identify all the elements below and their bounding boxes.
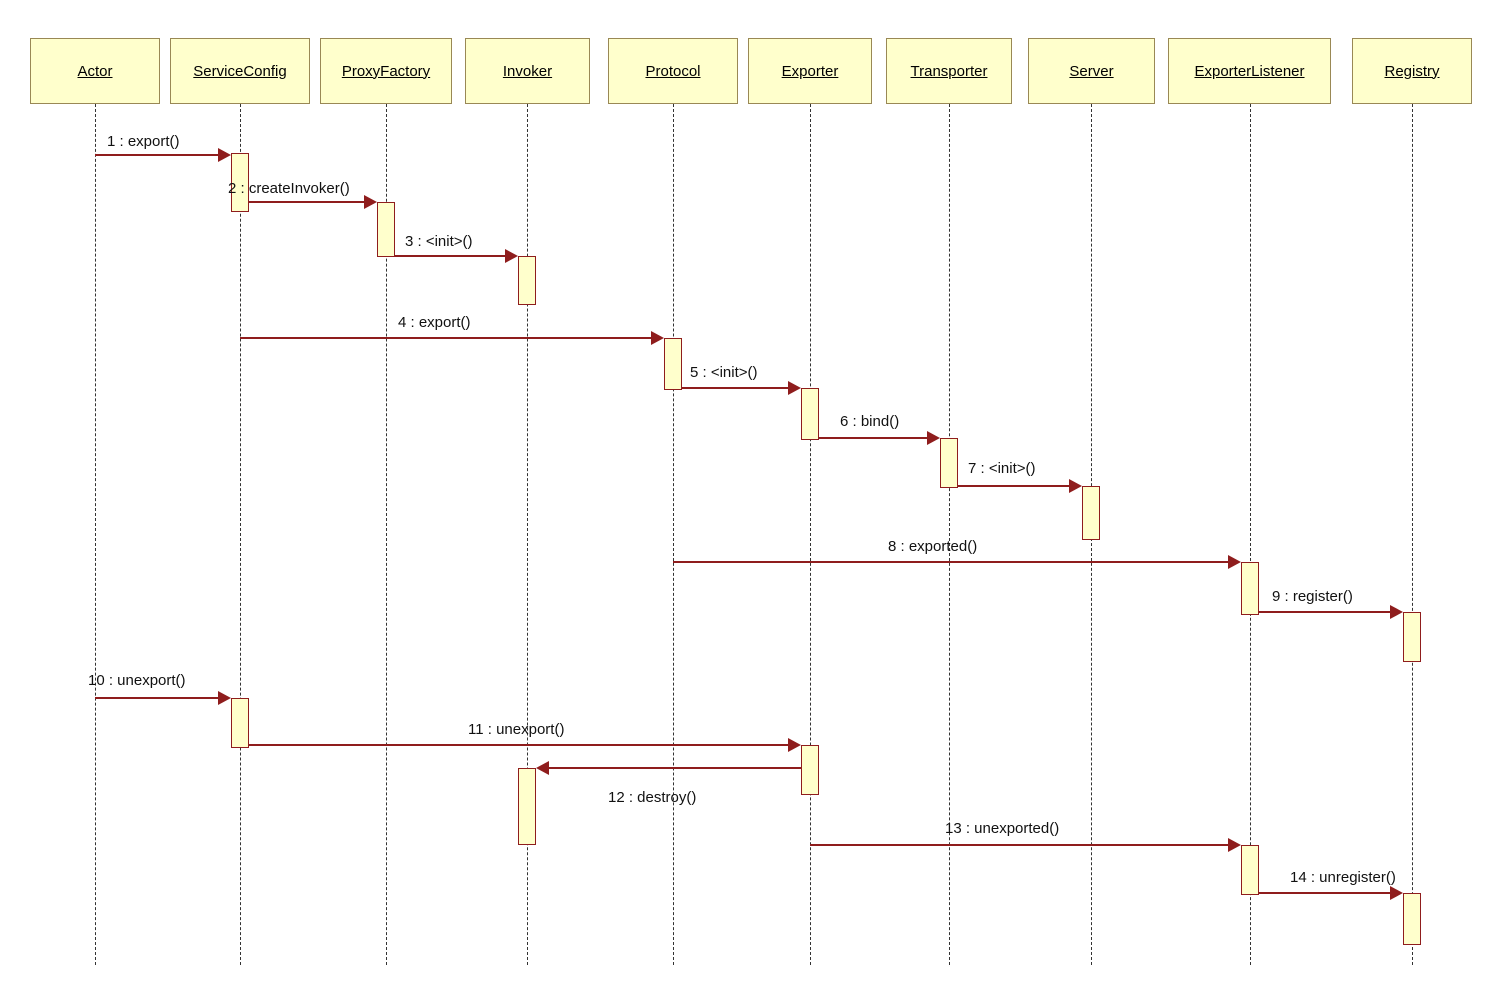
lifeline-registry — [1412, 104, 1413, 965]
participant-name: ProxyFactory — [341, 62, 431, 80]
message-arrowhead — [1069, 479, 1082, 493]
lifeline-serviceconfig — [240, 104, 241, 965]
participant-box-serviceconfig: ServiceConfig — [170, 38, 310, 104]
activation-bar — [518, 768, 536, 845]
message-arrowhead — [218, 148, 231, 162]
participant-name: Actor — [77, 62, 113, 80]
message-line — [819, 437, 929, 439]
message-line — [1259, 611, 1392, 613]
message-arrowhead — [788, 738, 801, 752]
message-label: 6 : bind() — [840, 413, 900, 430]
message-line — [95, 154, 220, 156]
participant-name: Exporter — [781, 62, 839, 80]
lifeline-protocol — [673, 104, 674, 965]
message-label: 10 : unexport() — [88, 672, 186, 689]
message-label: 7 : <init>() — [968, 460, 1036, 477]
message-label: 3 : <init>() — [405, 233, 473, 250]
participant-name: Server — [1069, 62, 1114, 80]
lifeline-actor — [95, 104, 96, 965]
lifeline-invoker — [527, 104, 528, 965]
message-label: 4 : export() — [398, 314, 471, 331]
participant-box-exporter: Exporter — [748, 38, 872, 104]
message-label: 8 : exported() — [888, 538, 978, 555]
participant-box-exporterlistener: ExporterListener — [1168, 38, 1331, 104]
message-label: 9 : register() — [1272, 588, 1353, 605]
message-arrowhead — [505, 249, 518, 263]
lifeline-transporter — [949, 104, 950, 965]
participant-box-protocol: Protocol — [608, 38, 738, 104]
message-line — [249, 744, 790, 746]
participant-name: Registry — [1384, 62, 1440, 80]
message-label: 14 : unregister() — [1290, 869, 1396, 886]
activation-bar — [231, 153, 249, 212]
message-line — [395, 255, 507, 257]
activation-bar — [377, 202, 395, 257]
message-arrowhead — [927, 431, 940, 445]
activation-bar — [801, 388, 819, 440]
message-arrowhead — [1228, 555, 1241, 569]
participant-name: Invoker — [502, 62, 553, 80]
message-arrowhead — [1390, 886, 1403, 900]
message-line — [547, 767, 801, 769]
message-line — [249, 201, 366, 203]
message-label: 12 : destroy() — [608, 789, 697, 806]
activation-bar — [518, 256, 536, 305]
activation-bar — [664, 338, 682, 390]
activation-bar — [1241, 562, 1259, 615]
message-arrowhead — [218, 691, 231, 705]
message-line — [810, 844, 1230, 846]
message-arrowhead — [1228, 838, 1241, 852]
lifeline-exporterlistener — [1250, 104, 1251, 965]
message-line — [682, 387, 790, 389]
message-line — [673, 561, 1230, 563]
activation-bar — [1082, 486, 1100, 540]
message-arrowhead — [1390, 605, 1403, 619]
participant-box-server: Server — [1028, 38, 1155, 104]
lifeline-exporter — [810, 104, 811, 965]
activation-bar — [1403, 612, 1421, 662]
activation-bar — [231, 698, 249, 748]
message-label: 1 : export() — [107, 133, 180, 150]
message-line — [95, 697, 220, 699]
message-label: 11 : unexport() — [468, 721, 565, 738]
message-line — [240, 337, 653, 339]
activation-bar — [1403, 893, 1421, 945]
message-arrowhead — [536, 761, 549, 775]
participant-name: Transporter — [910, 62, 988, 80]
message-arrowhead — [788, 381, 801, 395]
message-label: 13 : unexported() — [945, 820, 1060, 837]
activation-bar — [801, 745, 819, 795]
activation-bar — [1241, 845, 1259, 895]
message-label: 5 : <init>() — [690, 364, 758, 381]
participant-name: Protocol — [645, 62, 701, 80]
lifeline-proxyfactory — [386, 104, 387, 965]
participant-box-actor: Actor — [30, 38, 160, 104]
message-arrowhead — [651, 331, 664, 345]
participant-box-invoker: Invoker — [465, 38, 590, 104]
message-line — [958, 485, 1071, 487]
activation-bar — [940, 438, 958, 488]
participant-box-registry: Registry — [1352, 38, 1472, 104]
participant-box-proxyfactory: ProxyFactory — [320, 38, 452, 104]
participant-name: ServiceConfig — [193, 62, 287, 80]
message-label: 2 : createInvoker() — [228, 180, 350, 197]
message-line — [1259, 892, 1392, 894]
message-arrowhead — [364, 195, 377, 209]
participant-name: ExporterListener — [1194, 62, 1305, 80]
participant-box-transporter: Transporter — [886, 38, 1012, 104]
